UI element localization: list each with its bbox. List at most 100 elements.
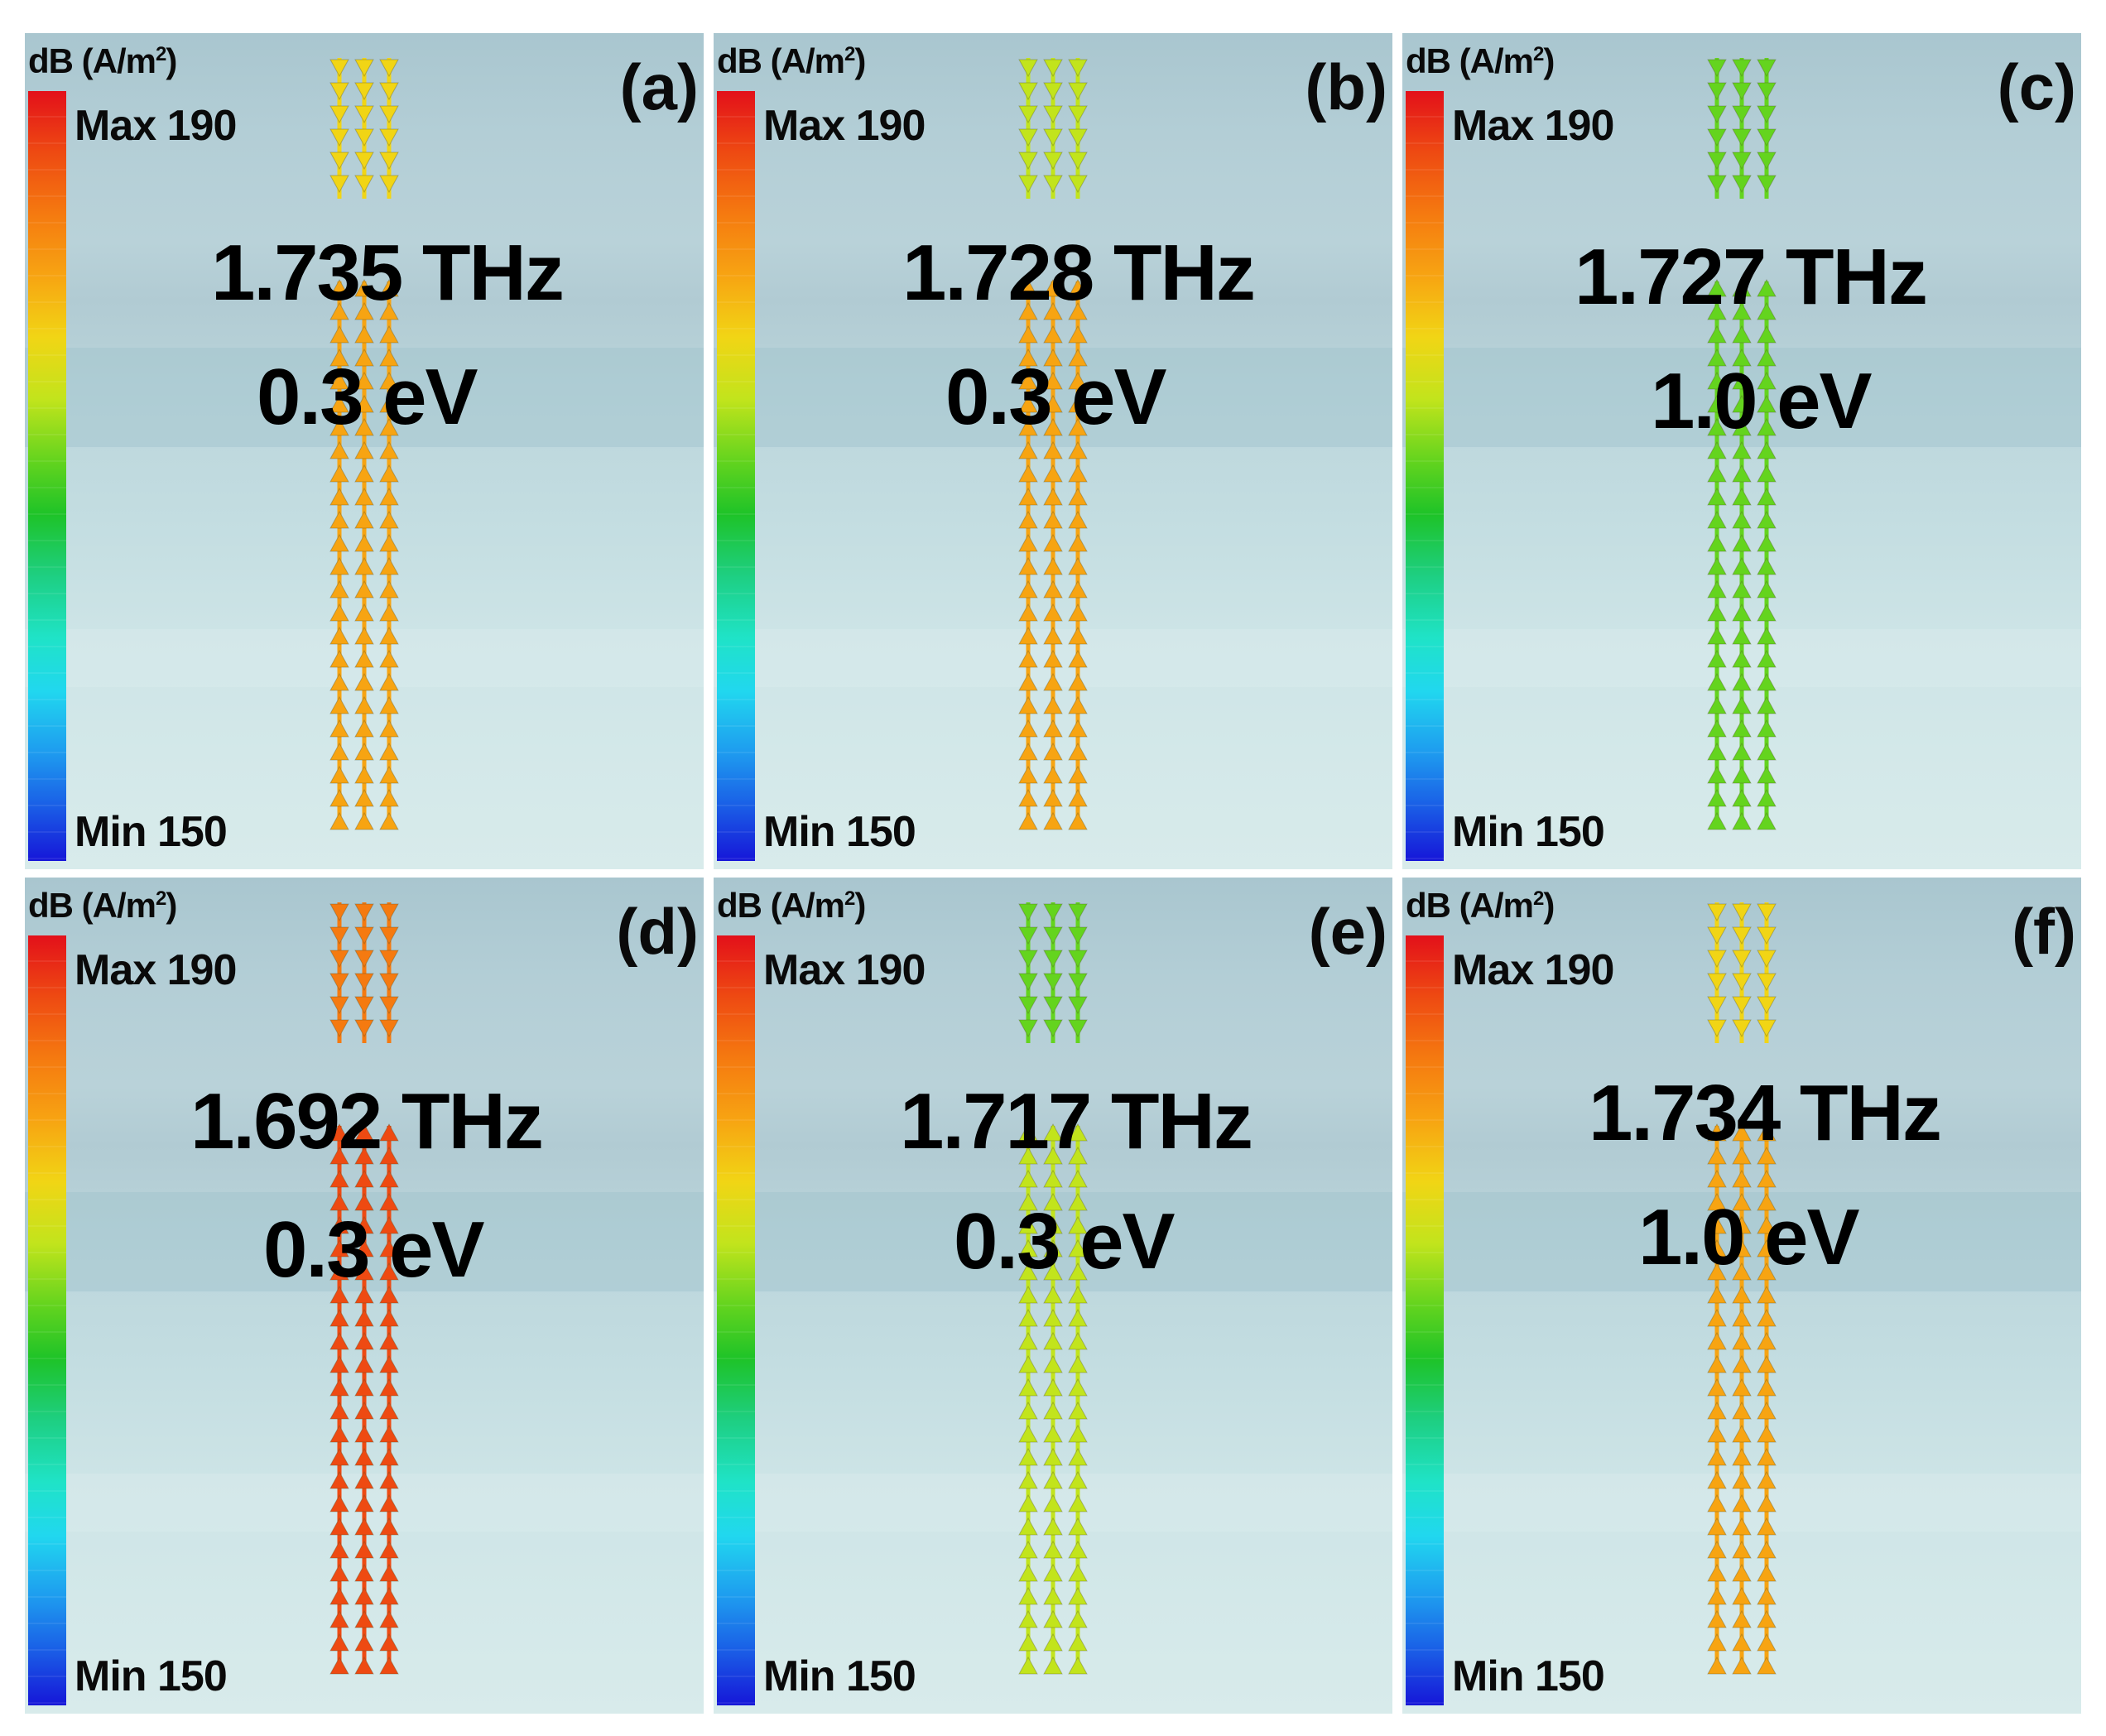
bottom-current-arrow [1757,1517,1777,1536]
bottom-current-arrow [1068,1563,1088,1582]
bottom-current-arrow [379,1540,399,1559]
colorbar [1406,91,1444,861]
bottom-current-arrow [379,278,399,297]
bottom-current-arrow [1018,1146,1038,1165]
bottom-current-arrow [329,1238,349,1258]
bottom-current-arrow [329,1633,349,1652]
bottom-current-arrow [379,579,399,599]
bottom-current-arrow [379,348,399,367]
bottom-current-arrow [1043,1633,1063,1652]
bottom-current-arrow [1018,788,1038,807]
bottom-current-arrow [329,1215,349,1234]
bottom-current-arrow [379,556,399,575]
bottom-current-arrow [329,1354,349,1373]
bottom-current-arrow [1707,533,1727,552]
bottom-current-arrow [354,1331,374,1350]
bottom-current-arrow [379,1563,399,1582]
bottom-current-arrow [1732,371,1752,390]
bottom-current-arrow [1043,1609,1063,1628]
bottom-current-arrow [329,1563,349,1582]
top-current-arrow [1707,175,1727,194]
bottom-current-arrow [1757,1285,1777,1304]
bottom-current-arrow [1732,417,1752,436]
bottom-current-arrow [1068,464,1088,483]
bottom-current-arrow [329,440,349,459]
bottom-current-arrow [1018,1169,1038,1188]
top-current-arrow [1043,59,1063,78]
bottom-current-arrow [1732,325,1752,344]
bottom-current-arrow [379,1215,399,1234]
bottom-current-arrow [329,1262,349,1281]
top-current-arrow [1043,82,1063,101]
top-current-arrow [1757,903,1777,922]
bottom-current-arrow [354,788,374,807]
bottom-current-arrow [1732,811,1752,830]
top-current-arrow [1018,903,1038,922]
bottom-current-arrow [1757,371,1777,390]
bottom-current-arrow [1732,1262,1752,1281]
bottom-current-arrow [329,1378,349,1397]
bottom-current-arrow [1018,440,1038,459]
panel-letter: (f) [2012,895,2076,968]
bottom-current-arrow [1018,1354,1038,1373]
bottom-current-arrow [329,348,349,367]
fermi-level-label: 1.0 eV [1638,1193,1860,1282]
bottom-current-arrow [1043,1540,1063,1559]
bottom-current-arrow [329,1540,349,1559]
bottom-current-arrow [1018,1238,1038,1258]
frequency-label: 1.735 THz [211,228,565,317]
frequency-label: 1.727 THz [1575,233,1928,321]
top-current-arrow [1757,973,1777,992]
bottom-current-arrow [1018,1331,1038,1350]
bottom-current-arrow [1757,1424,1777,1443]
bottom-current-arrow [1757,742,1777,761]
bottom-current-arrow [1068,603,1088,622]
bottom-current-arrow [1068,1493,1088,1512]
bottom-current-arrow [379,1586,399,1605]
top-current-arrow [329,926,349,945]
top-current-arrow [1043,973,1063,992]
fermi-level-label: 0.3 eV [257,353,478,441]
bottom-current-arrow [1707,1123,1727,1142]
bottom-current-arrow [379,1285,399,1304]
top-current-arrow [1757,82,1777,101]
bottom-current-arrow [1732,695,1752,714]
top-current-arrow [1018,128,1038,147]
bottom-current-arrow [1043,278,1063,297]
bottom-current-arrow [379,788,399,807]
top-current-arrow [1707,950,1727,969]
bottom-current-arrow [1018,1656,1038,1675]
top-current-arrow [1068,151,1088,171]
top-current-arrow [354,59,374,78]
bottom-current-arrow [1707,1609,1727,1628]
bottom-current-arrow [1068,1378,1088,1397]
bottom-current-arrow [1043,487,1063,506]
bottom-current-arrow [1757,788,1777,807]
bottom-current-arrow [1757,1262,1777,1281]
bottom-current-arrow [1707,1238,1727,1258]
bottom-current-arrow [1068,1633,1088,1652]
bottom-current-arrow [1043,1586,1063,1605]
bottom-current-arrow [1043,1401,1063,1420]
bottom-current-arrow [379,325,399,344]
bottom-current-arrow [354,301,374,320]
bottom-current-arrow [1068,1586,1088,1605]
bottom-current-arrow [1068,1424,1088,1443]
top-current-arrow [1068,105,1088,124]
bottom-current-arrow [1018,348,1038,367]
bottom-current-arrow [379,1354,399,1373]
bottom-current-arrow [1707,742,1727,761]
bottom-current-arrow [354,1656,374,1675]
bottom-current-arrow [1757,1215,1777,1234]
bottom-current-arrow [1732,1192,1752,1211]
bottom-current-arrow [1018,1609,1038,1628]
bottom-current-arrow [1018,394,1038,413]
bottom-current-arrow [329,301,349,320]
bottom-current-arrow [1018,301,1038,320]
bottom-current-arrow [329,719,349,738]
bottom-current-arrow [1043,1354,1063,1373]
bottom-current-arrow [1707,1215,1727,1234]
bottom-current-arrow [1043,672,1063,691]
bottom-current-arrow [1018,1262,1038,1281]
bottom-current-arrow [354,1633,374,1652]
